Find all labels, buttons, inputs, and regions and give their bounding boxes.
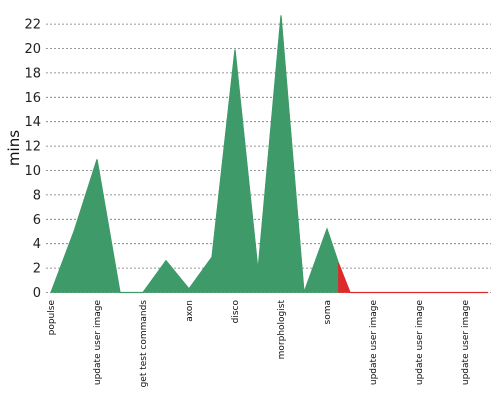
y-tick-label: 18: [24, 66, 41, 81]
x-tick-label: morphologist: [277, 300, 287, 360]
failure-line: [337, 263, 488, 294]
success-area: [50, 15, 339, 293]
x-tick-label: axon: [185, 300, 195, 322]
series-areas: [50, 15, 489, 294]
x-axis-ticks: populse update user image get test command…: [47, 300, 471, 388]
x-tick-label: update user image: [461, 300, 471, 386]
y-axis-title: mins: [5, 130, 23, 166]
y-tick-label: 8: [33, 188, 41, 203]
x-tick-label: update user image: [369, 300, 379, 386]
y-tick-label: 12: [24, 140, 41, 155]
y-tick-label: 6: [33, 213, 41, 228]
y-axis-ticks: 0 2 4 6 8 10 12 14 16 18 20 22: [24, 18, 41, 301]
x-tick-label: get test commands: [139, 300, 149, 388]
y-tick-label: 16: [24, 91, 41, 106]
x-tick-label: populse: [47, 300, 57, 336]
y-tick-label: 22: [24, 18, 41, 33]
failure-area: [338, 262, 489, 293]
y-tick-label: 14: [24, 115, 41, 130]
x-tick-label: disco: [231, 300, 241, 324]
y-tick-label: 10: [24, 164, 41, 179]
y-tick-label: 4: [33, 237, 41, 252]
x-tick-label: update user image: [415, 300, 425, 386]
x-tick-label: update user image: [93, 300, 103, 386]
success-line: [50, 15, 340, 294]
y-tick-label: 20: [24, 42, 41, 57]
x-tick-label: soma: [323, 300, 333, 324]
y-tick-label: 2: [33, 262, 41, 277]
y-tick-label: 0: [33, 286, 41, 301]
